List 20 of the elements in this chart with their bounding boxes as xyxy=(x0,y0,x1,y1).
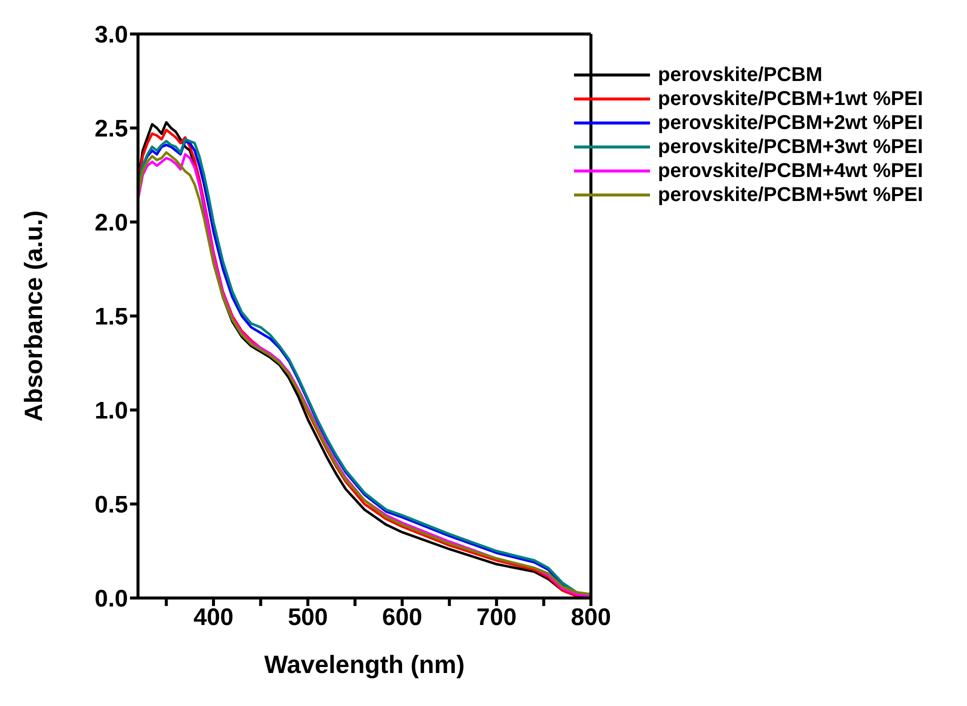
x-tick-label: 800 xyxy=(570,604,611,632)
y-tick-label: 0.5 xyxy=(94,492,128,519)
y-tick-label: 2.0 xyxy=(94,210,128,237)
x-tick-label: 700 xyxy=(476,604,517,632)
y-axis-title: Absorbance (a.u.) xyxy=(20,210,48,422)
legend-label: perovskite/PCBM+2wt %PEI xyxy=(658,111,923,135)
x-tick-label: 600 xyxy=(382,604,422,632)
legend-label: perovskite/PCBM+1wt %PEI xyxy=(658,87,923,111)
legend-label: perovskite/PCBM xyxy=(658,63,822,87)
y-tick-label: 2.5 xyxy=(94,116,128,143)
y-tick-label: 0.0 xyxy=(94,586,128,613)
legend-label: perovskite/PCBM+3wt %PEI xyxy=(658,135,923,159)
x-tick-label: 500 xyxy=(288,604,328,632)
y-tick-label: 1.5 xyxy=(94,304,128,331)
x-tick-label: 400 xyxy=(193,604,234,632)
legend-label: perovskite/PCBM+4wt %PEI xyxy=(658,159,923,183)
x-axis-title: Wavelength (nm) xyxy=(264,651,465,679)
y-tick-label: 3.0 xyxy=(94,22,128,49)
legend-label: perovskite/PCBM+5wt %PEI xyxy=(658,183,923,207)
y-tick-label: 1.0 xyxy=(94,398,128,425)
